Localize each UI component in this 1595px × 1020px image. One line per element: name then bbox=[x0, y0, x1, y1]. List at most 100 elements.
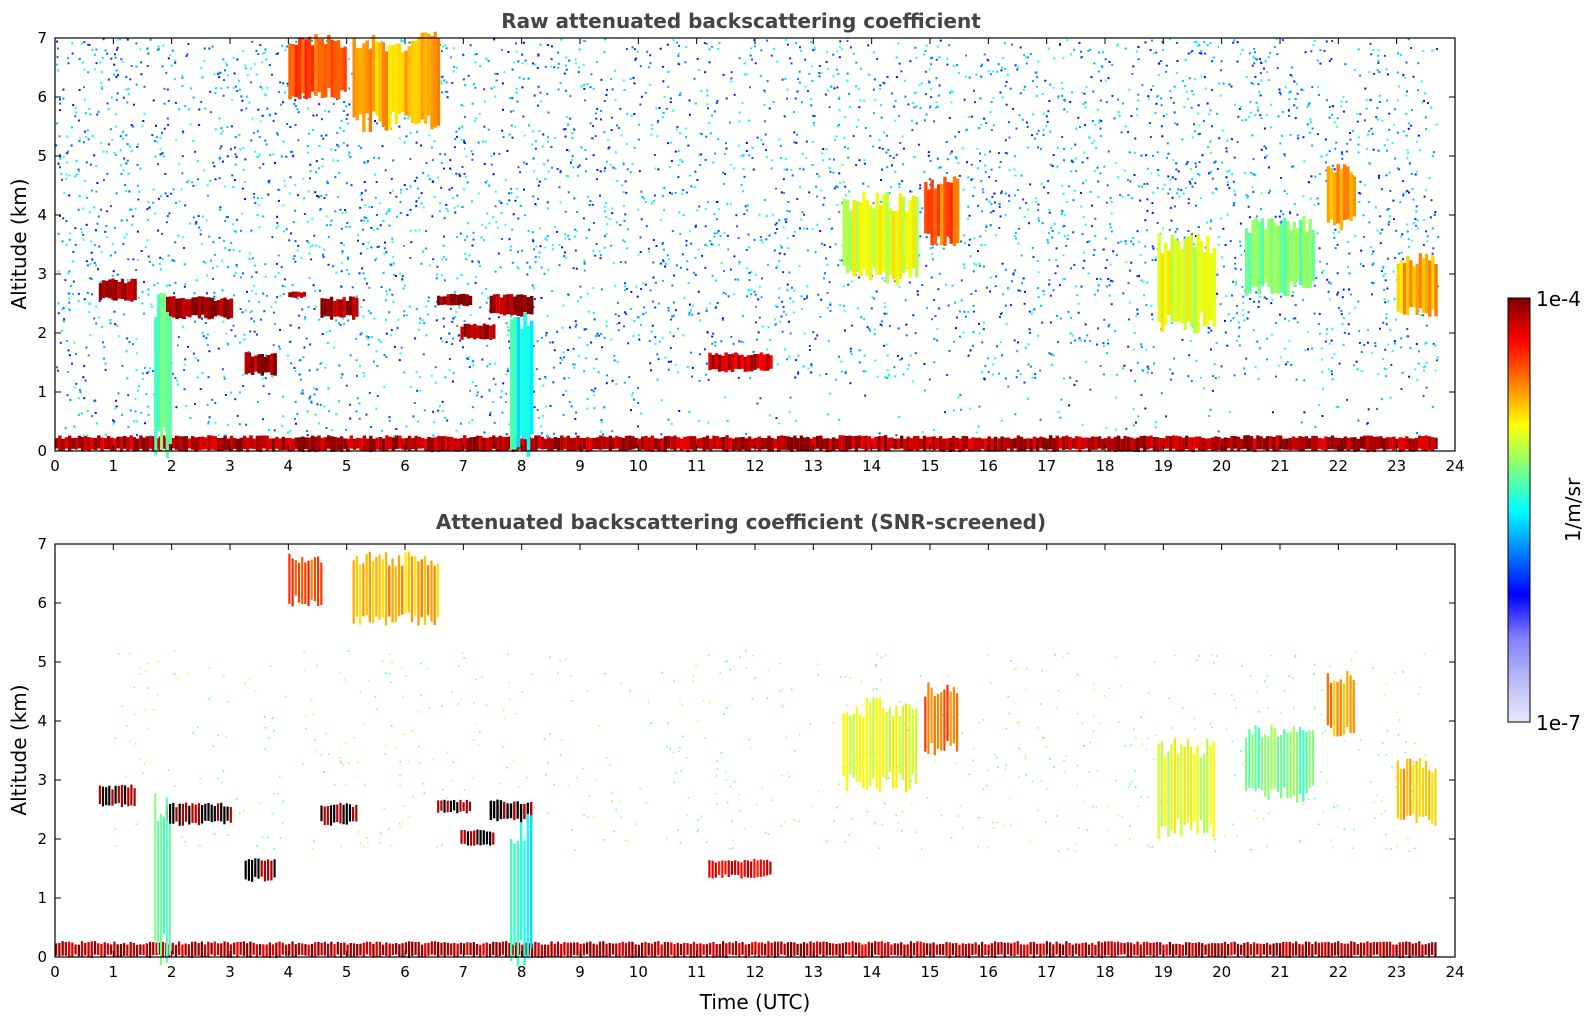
noise-pixel bbox=[743, 62, 746, 65]
noise-pixel bbox=[746, 204, 749, 207]
noise-pixel bbox=[1422, 366, 1425, 369]
noise-pixel bbox=[1132, 243, 1135, 246]
noise-pixel bbox=[818, 374, 821, 377]
noise-pixel bbox=[753, 39, 756, 42]
noise-pixel bbox=[486, 365, 489, 368]
noise-pixel bbox=[984, 365, 987, 367]
noise-pixel bbox=[296, 249, 299, 252]
noise-pixel bbox=[596, 61, 599, 64]
noise-pixel bbox=[1292, 165, 1295, 168]
noise-pixel bbox=[504, 223, 507, 226]
noise-pixel bbox=[567, 191, 570, 194]
noise-pixel bbox=[270, 305, 273, 308]
noise-pixel bbox=[1049, 163, 1052, 166]
noise-pixel bbox=[1160, 125, 1163, 128]
noise-pixel bbox=[436, 265, 439, 268]
noise-pixel bbox=[1144, 261, 1147, 264]
noise-pixel bbox=[610, 244, 613, 247]
noise-pixel bbox=[85, 223, 88, 226]
noise-pixel bbox=[66, 152, 69, 155]
noise-pixel bbox=[242, 385, 245, 387]
noise-pixel bbox=[1052, 354, 1055, 357]
noise-pixel bbox=[1150, 172, 1153, 175]
noise-pixel bbox=[503, 71, 506, 74]
noise-pixel bbox=[781, 78, 784, 81]
noise-pixel bbox=[901, 180, 904, 182]
noise-pixel bbox=[166, 195, 169, 198]
noise-pixel bbox=[811, 227, 814, 230]
noise-pixel bbox=[319, 403, 322, 406]
noise-pixel bbox=[442, 244, 445, 247]
noise-pixel bbox=[345, 384, 348, 387]
noise-pixel bbox=[290, 150, 293, 153]
noise-pixel bbox=[1117, 111, 1120, 114]
noise-pixel bbox=[1069, 376, 1072, 379]
noise-pixel bbox=[374, 196, 377, 199]
noise-pixel bbox=[639, 251, 642, 254]
noise-pixel bbox=[241, 212, 244, 215]
noise-pixel bbox=[472, 231, 475, 234]
noise-pixel bbox=[83, 298, 86, 301]
noise-pixel bbox=[619, 224, 622, 226]
noise-pixel bbox=[1410, 124, 1412, 127]
noise-pixel bbox=[836, 185, 839, 188]
noise-pixel bbox=[780, 315, 783, 318]
noise-pixel bbox=[197, 160, 199, 163]
noise-pixel bbox=[1329, 282, 1332, 285]
noise-pixel bbox=[584, 39, 587, 42]
noise-pixel bbox=[1039, 418, 1042, 421]
noise-pixel bbox=[373, 156, 376, 159]
noise-pixel bbox=[1042, 134, 1045, 136]
noise-pixel bbox=[748, 246, 751, 249]
noise-pixel bbox=[62, 307, 65, 310]
noise-pixel bbox=[1188, 180, 1191, 183]
noise-pixel bbox=[390, 177, 393, 180]
noise-pixel bbox=[769, 339, 772, 342]
noise-pixel bbox=[272, 153, 275, 156]
noise-pixel bbox=[964, 75, 967, 78]
noise-pixel bbox=[1013, 339, 1016, 342]
noise-pixel bbox=[793, 230, 796, 233]
noise-pixel bbox=[1155, 421, 1157, 424]
noise-pixel bbox=[1378, 174, 1381, 177]
noise-pixel bbox=[580, 146, 583, 149]
noise-pixel bbox=[1311, 347, 1313, 350]
noise-pixel bbox=[687, 282, 690, 284]
noise-pixel bbox=[812, 121, 815, 124]
noise-pixel bbox=[309, 343, 312, 346]
noise-pixel bbox=[217, 347, 220, 350]
noise-pixel bbox=[1381, 228, 1384, 231]
noise-pixel bbox=[619, 261, 622, 263]
noise-pixel bbox=[1368, 130, 1371, 133]
noise-pixel bbox=[1014, 413, 1017, 416]
noise-pixel bbox=[1052, 154, 1055, 156]
noise-pixel bbox=[1170, 96, 1173, 99]
noise-pixel bbox=[255, 49, 258, 52]
noise-pixel bbox=[639, 65, 642, 68]
noise-pixel bbox=[1411, 239, 1414, 242]
noise-pixel bbox=[649, 54, 652, 57]
noise-pixel bbox=[997, 63, 1000, 66]
noise-pixel bbox=[705, 42, 708, 45]
noise-pixel bbox=[152, 264, 155, 267]
noise-pixel bbox=[638, 170, 641, 173]
noise-pixel bbox=[844, 185, 847, 188]
noise-pixel bbox=[315, 388, 318, 391]
noise-pixel bbox=[700, 133, 703, 136]
noise-pixel bbox=[878, 432, 881, 435]
noise-pixel bbox=[1348, 288, 1350, 291]
noise-pixel bbox=[695, 224, 697, 227]
noise-pixel bbox=[1379, 232, 1382, 235]
noise-pixel bbox=[455, 130, 458, 133]
noise-pixel bbox=[1221, 129, 1224, 132]
noise-pixel bbox=[780, 246, 783, 249]
noise-pixel bbox=[238, 250, 241, 253]
noise-pixel bbox=[129, 78, 132, 81]
noise-pixel bbox=[1225, 176, 1228, 179]
noise-pixel bbox=[1283, 190, 1286, 192]
noise-pixel bbox=[365, 282, 368, 285]
noise-pixel bbox=[246, 290, 248, 293]
noise-pixel bbox=[905, 323, 908, 326]
noise-pixel bbox=[895, 434, 898, 437]
noise-pixel bbox=[934, 315, 937, 317]
